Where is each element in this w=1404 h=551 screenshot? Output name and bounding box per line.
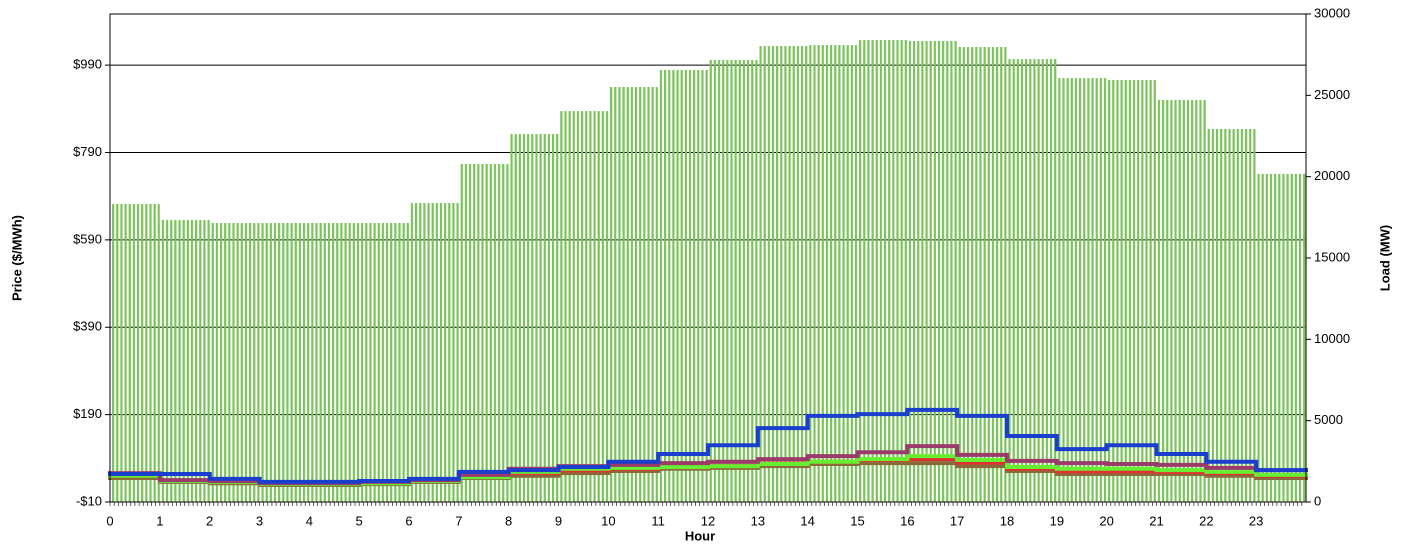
x-tick-label: 12 (701, 513, 715, 528)
load-bar (608, 87, 659, 503)
load-bar (458, 163, 509, 502)
x-tick-label: 0 (106, 513, 113, 528)
x-tick-label: 3 (256, 513, 263, 528)
load-bar (957, 47, 1007, 502)
y-tick-label: $790 (73, 144, 102, 159)
y-tick-label: $190 (73, 406, 102, 421)
x-tick-label: 16 (900, 513, 914, 528)
y-tick-label: $590 (73, 231, 102, 246)
y2-tick-label: 0 (1314, 493, 1321, 508)
y-axis-label: Price ($/MWh) (9, 215, 24, 301)
x-tick-label: 5 (356, 513, 363, 528)
load-bar (1206, 129, 1257, 502)
y2-tick-label: 20000 (1314, 168, 1350, 183)
x-tick-label: 21 (1149, 513, 1163, 528)
y-tick-label: -$10 (76, 493, 102, 508)
load-bar (409, 203, 459, 502)
y2-tick-label: 25000 (1314, 87, 1350, 102)
x-tick-label: 22 (1199, 513, 1213, 528)
x-tick-label: 10 (601, 513, 615, 528)
x-tick-label: 11 (651, 513, 665, 528)
x-tick-label: 7 (455, 513, 462, 528)
y-tick-label: $990 (73, 57, 102, 72)
load-bar (558, 111, 609, 502)
load-bar (658, 69, 708, 502)
x-tick-label: 9 (555, 513, 562, 528)
load-bar (259, 223, 310, 502)
load-bar (757, 46, 808, 502)
load-bar (857, 40, 908, 502)
load-bar (708, 60, 758, 502)
x-tick-label: 13 (751, 513, 765, 528)
x-tick-label: 1 (156, 513, 163, 528)
x-tick-label: 23 (1249, 513, 1263, 528)
x-tick-label: 18 (1000, 513, 1014, 528)
load-bar (159, 219, 210, 502)
load-bar (209, 223, 260, 502)
x-tick-label: 19 (1050, 513, 1064, 528)
x-tick-label: 14 (800, 513, 814, 528)
y2-tick-label: 15000 (1314, 249, 1350, 264)
load-bar (1007, 59, 1057, 503)
load-bar (359, 223, 409, 502)
load-bar (1256, 173, 1306, 502)
y2-tick-label: 5000 (1314, 412, 1343, 427)
load-bar (508, 134, 559, 502)
load-bar (1106, 80, 1157, 502)
y2-axis-label: Load (MW) (1377, 225, 1392, 291)
y2-tick-label: 10000 (1314, 331, 1350, 346)
load-bar (110, 203, 160, 502)
x-axis-label: Hour (685, 528, 715, 543)
load-bar (907, 41, 958, 503)
x-tick-label: 6 (405, 513, 412, 528)
load-bar (1056, 78, 1107, 502)
x-tick-label: 20 (1099, 513, 1113, 528)
load-bar (1156, 100, 1207, 503)
x-tick-label: 2 (206, 513, 213, 528)
load-bar (807, 45, 858, 502)
x-tick-label: 17 (950, 513, 964, 528)
x-tick-label: 8 (505, 513, 512, 528)
y2-tick-label: 30000 (1314, 5, 1350, 20)
y-tick-label: $390 (73, 319, 102, 334)
x-tick-label: 4 (306, 513, 313, 528)
x-tick-label: 15 (850, 513, 864, 528)
load-bar (309, 223, 360, 502)
